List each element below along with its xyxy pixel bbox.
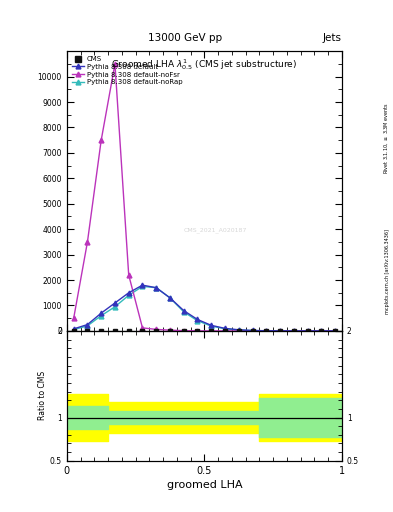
Text: Jets: Jets — [323, 33, 342, 44]
Text: CMS_2021_A020187: CMS_2021_A020187 — [184, 227, 247, 233]
Text: 13000 GeV pp: 13000 GeV pp — [148, 33, 222, 44]
Text: mcplots.cern.ch [arXiv:1306.3436]: mcplots.cern.ch [arXiv:1306.3436] — [385, 229, 390, 314]
Text: Rivet 3.1.10, $\geq$ 3.3M events: Rivet 3.1.10, $\geq$ 3.3M events — [382, 102, 390, 174]
X-axis label: groomed LHA: groomed LHA — [167, 480, 242, 490]
Text: Groomed LHA $\lambda^{1}_{0.5}$ (CMS jet substructure): Groomed LHA $\lambda^{1}_{0.5}$ (CMS jet… — [111, 57, 298, 72]
Y-axis label: Ratio to CMS: Ratio to CMS — [38, 371, 47, 420]
Legend: CMS, Pythia 8.308 default, Pythia 8.308 default-noFsr, Pythia 8.308 default-noRa: CMS, Pythia 8.308 default, Pythia 8.308 … — [70, 55, 184, 87]
